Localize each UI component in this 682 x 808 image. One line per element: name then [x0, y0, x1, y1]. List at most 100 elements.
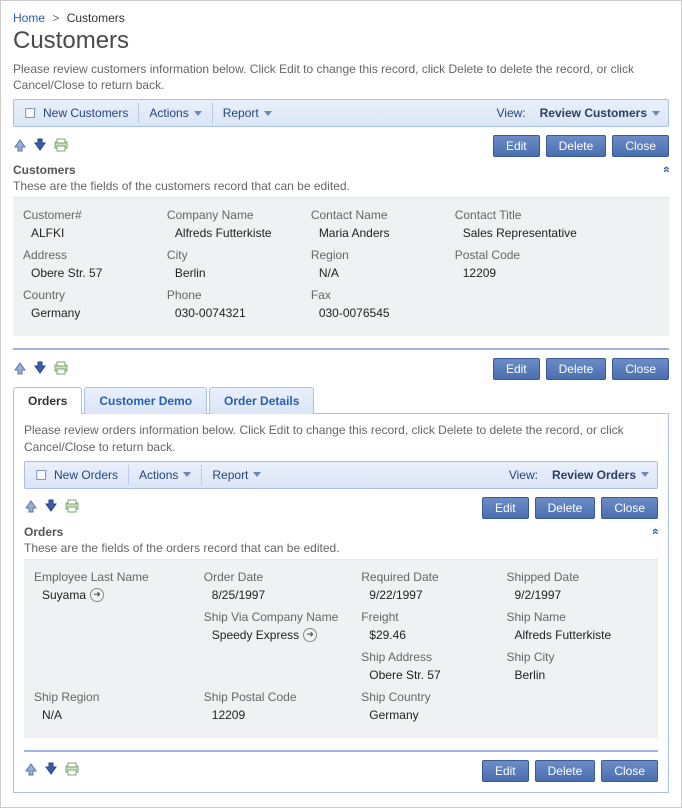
value-empty: [34, 626, 200, 648]
close-button[interactable]: Close: [601, 760, 658, 782]
divider: [128, 465, 129, 485]
view-selector[interactable]: Review Customers: [532, 101, 662, 125]
value-city: Berlin: [167, 264, 307, 286]
delete-button[interactable]: Delete: [535, 760, 596, 782]
label-customer-no: Customer#: [23, 206, 163, 224]
value-empty: [204, 666, 358, 688]
intro-text: Please review customers information belo…: [13, 61, 669, 93]
divider: [138, 103, 139, 123]
orders-section-head: Orders: [24, 525, 63, 539]
tabs: Orders Customer Demo Order Details: [13, 386, 669, 413]
label-empty: [204, 648, 358, 666]
close-button[interactable]: Close: [612, 135, 669, 157]
label-freight: Freight: [361, 608, 502, 626]
tab-order-details[interactable]: Order Details: [209, 387, 314, 414]
orders-bottom-toolbar: Edit Delete Close: [24, 760, 658, 782]
report-label: Report: [223, 106, 259, 120]
value-ship-name: Alfreds Futterkiste: [506, 626, 660, 648]
orders-intro-text: Please review orders information below. …: [24, 422, 658, 454]
value-ship-country: Germany: [361, 706, 502, 728]
mid-toolbar: Edit Delete Close: [13, 358, 669, 380]
value-region: N/A: [311, 264, 451, 286]
label-postal-code: Postal Code: [455, 246, 671, 264]
label-contact-title: Contact Title: [455, 206, 671, 224]
actions-menu[interactable]: Actions: [131, 463, 199, 487]
new-customers-label: New Customers: [43, 106, 128, 120]
customers-command-bar: New Customers Actions Report View: Revie…: [13, 99, 669, 127]
print-icon[interactable]: [64, 499, 80, 516]
down-arrow-icon[interactable]: [44, 762, 58, 779]
label-city: City: [167, 246, 307, 264]
down-arrow-icon[interactable]: [44, 499, 58, 516]
label-empty: [506, 688, 660, 706]
down-arrow-icon[interactable]: [33, 138, 47, 155]
up-arrow-icon[interactable]: [24, 499, 38, 516]
view-label: View:: [509, 468, 538, 482]
collapse-icon[interactable]: «: [658, 167, 674, 173]
edit-button[interactable]: Edit: [493, 135, 540, 157]
close-button[interactable]: Close: [612, 358, 669, 380]
lookup-icon[interactable]: ➜: [90, 588, 104, 602]
print-icon[interactable]: [53, 361, 69, 378]
new-orders-button[interactable]: New Orders: [27, 463, 126, 487]
label-shipped-date: Shipped Date: [506, 568, 660, 586]
value-country: Germany: [23, 304, 163, 326]
chevron-down-icon: [652, 111, 660, 116]
actions-menu[interactable]: Actions: [141, 101, 209, 125]
orders-toolbar: Edit Delete Close: [24, 497, 658, 519]
report-menu[interactable]: Report: [215, 101, 280, 125]
value-company-name: Alfreds Futterkiste: [167, 224, 307, 246]
label-empty: [34, 608, 200, 626]
section-divider: [24, 750, 658, 752]
value-order-date: 8/25/1997: [204, 586, 358, 608]
report-menu[interactable]: Report: [204, 463, 269, 487]
tab-customer-demo[interactable]: Customer Demo: [84, 387, 207, 414]
delete-button[interactable]: Delete: [546, 358, 607, 380]
label-ship-name: Ship Name: [506, 608, 660, 626]
customers-panel: Customer# Company Name Contact Name Cont…: [13, 197, 669, 336]
label-ship-country: Ship Country: [361, 688, 502, 706]
label-ship-address: Ship Address: [361, 648, 502, 666]
breadcrumb-separator: >: [48, 11, 63, 25]
value-fax: 030-0076545: [311, 304, 451, 326]
close-button[interactable]: Close: [601, 497, 658, 519]
divider: [212, 103, 213, 123]
collapse-icon[interactable]: «: [647, 528, 663, 534]
value-contact-title: Sales Representative: [455, 224, 671, 246]
up-arrow-icon[interactable]: [13, 138, 27, 155]
new-customers-button[interactable]: New Customers: [16, 101, 136, 125]
value-empty: [34, 666, 200, 688]
label-contact-name: Contact Name: [311, 206, 451, 224]
down-arrow-icon[interactable]: [33, 361, 47, 378]
value-freight: $29.46: [361, 626, 502, 648]
value-phone: 030-0074321: [167, 304, 307, 326]
label-fax: Fax: [311, 286, 451, 304]
print-icon[interactable]: [64, 762, 80, 779]
up-arrow-icon[interactable]: [13, 361, 27, 378]
edit-button[interactable]: Edit: [482, 497, 529, 519]
value-ship-postal: 12209: [204, 706, 358, 728]
label-company-name: Company Name: [167, 206, 307, 224]
label-address: Address: [23, 246, 163, 264]
breadcrumb: Home > Customers: [13, 11, 669, 25]
delete-button[interactable]: Delete: [546, 135, 607, 157]
print-icon[interactable]: [53, 138, 69, 155]
up-arrow-icon[interactable]: [24, 762, 38, 779]
new-icon: [35, 468, 49, 482]
edit-button[interactable]: Edit: [493, 358, 540, 380]
value-customer-no: ALFKI: [23, 224, 163, 246]
tab-orders[interactable]: Orders: [13, 387, 82, 414]
delete-button[interactable]: Delete: [535, 497, 596, 519]
label-empty: [455, 286, 671, 304]
edit-button[interactable]: Edit: [482, 760, 529, 782]
view-label: View:: [496, 106, 525, 120]
chevron-down-icon: [194, 111, 202, 116]
customers-toolbar: Edit Delete Close: [13, 135, 669, 157]
employee-last-name-text: Suyama: [42, 588, 86, 602]
label-ship-postal: Ship Postal Code: [204, 688, 358, 706]
value-ship-via: Speedy Express ➜: [204, 626, 358, 648]
lookup-icon[interactable]: ➜: [303, 628, 317, 642]
view-selector[interactable]: Review Orders: [544, 463, 651, 487]
actions-label: Actions: [139, 468, 178, 482]
breadcrumb-home[interactable]: Home: [13, 11, 45, 25]
